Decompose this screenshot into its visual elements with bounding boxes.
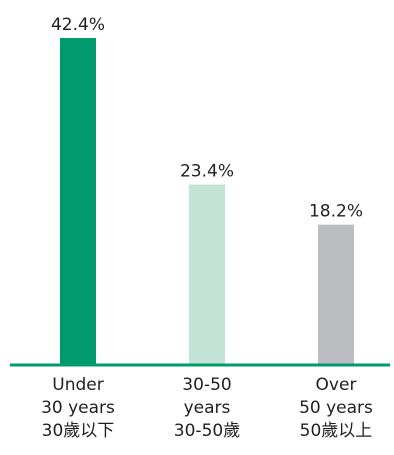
category-label-3-line-1: Over xyxy=(316,375,357,395)
category-label-3-line-3: 50歲以上 xyxy=(300,421,373,441)
category-label-2-line-1: 30-50 xyxy=(182,375,231,395)
bar-3 xyxy=(318,224,354,365)
value-label-3: 18.2% xyxy=(309,202,363,222)
bar-1 xyxy=(60,38,96,365)
bars-group xyxy=(60,38,354,365)
bar-2 xyxy=(189,184,225,365)
category-label-2-line-2: years xyxy=(184,398,231,418)
category-label-1-line-3: 30歲以下 xyxy=(42,421,115,441)
value-label-2: 23.4% xyxy=(180,162,234,182)
category-label-2-line-3: 30-50歲 xyxy=(174,421,240,441)
value-label-1: 42.4% xyxy=(51,15,105,35)
category-label-3-line-2: 50 years xyxy=(299,398,373,418)
value-labels-group: 42.4% 23.4% 18.2% xyxy=(51,15,363,222)
category-label-1-line-1: Under xyxy=(52,375,103,395)
category-labels-group: Under 30 years 30歲以下 30-50 years 30-50歲 Over 50… xyxy=(41,375,373,441)
category-label-1-line-2: 30 years xyxy=(41,398,115,418)
